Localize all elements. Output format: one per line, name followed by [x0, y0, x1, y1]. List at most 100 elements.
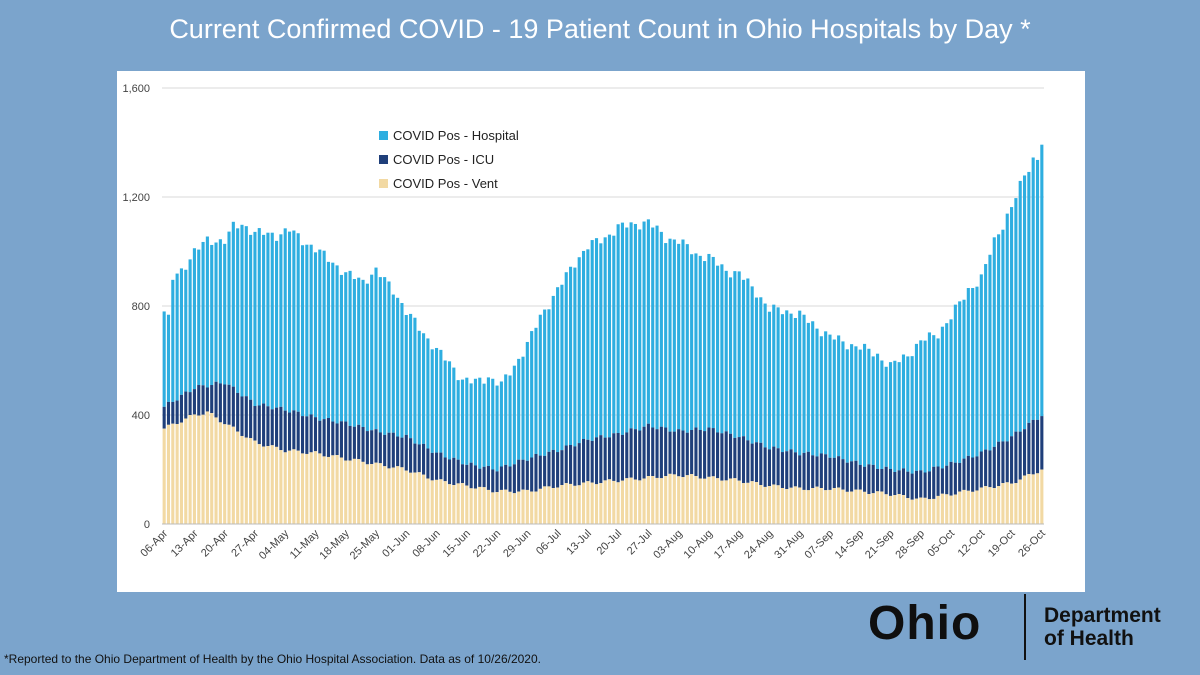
bar-segment-vent [850, 491, 854, 524]
bar-segment-vent [685, 475, 689, 524]
bar-segment-vent [698, 478, 702, 524]
bar-segment-hospital [599, 243, 603, 436]
bar-segment-hospital [672, 239, 676, 432]
bar-segment-vent [357, 459, 361, 524]
bar-segment-vent [495, 492, 499, 524]
bar-segment-vent [257, 444, 261, 524]
bar-segment-icu [958, 462, 962, 492]
bar-segment-vent [806, 490, 810, 524]
bar-segment-vent [728, 478, 733, 524]
bar-segment-icu [763, 447, 767, 487]
bar-segment-icu [530, 457, 534, 492]
legend-swatch-vent [379, 179, 388, 188]
bar-segment-vent [266, 446, 270, 524]
bar-segment-icu [910, 473, 914, 500]
bar-segment-vent [214, 417, 218, 524]
x-tick-label: 28-Sep [893, 528, 927, 562]
bar-segment-vent [417, 472, 421, 524]
bar-segment-icu [607, 437, 612, 480]
bar-segment-hospital [945, 323, 949, 466]
x-axis-ticks: 06-Apr13-Apr20-Apr27-Apr04-May11-May18-M… [138, 527, 1048, 562]
bar-segment-vent [694, 476, 698, 524]
y-tick-label: 0 [144, 519, 150, 531]
bar-segment-icu [1010, 436, 1014, 484]
bar-segment-vent [651, 476, 655, 524]
x-tick-label: 05-Oct [925, 528, 957, 560]
y-tick-label: 800 [132, 301, 150, 313]
bar-segment-vent [517, 491, 521, 524]
bar-segment-vent [534, 491, 538, 524]
bar-segment-vent [573, 485, 577, 524]
bar-segment-icu [348, 425, 352, 461]
bar-segment-icu [434, 452, 439, 480]
bar-segment-hospital [482, 383, 486, 467]
bar-segment-hospital [257, 228, 261, 406]
bar-segment-hospital [460, 379, 465, 465]
bar-segment-hospital [780, 314, 784, 453]
bar-segment-hospital [465, 377, 469, 465]
bar-segment-icu [871, 464, 875, 494]
bar-segment-vent [465, 485, 469, 524]
bar-segment-hospital [690, 254, 694, 430]
bar-segment-icu [759, 442, 763, 486]
bar-segment-icu [266, 406, 270, 447]
bar-segment-vent [335, 455, 339, 524]
bar-segment-icu [257, 405, 261, 445]
bar-segment-icu [422, 443, 426, 475]
bar-segment-icu [482, 466, 486, 488]
bar-segment-hospital [633, 223, 637, 430]
bar-segment-vent [391, 467, 395, 524]
bar-segment-icu [551, 449, 555, 489]
bar-segment-hospital [703, 261, 707, 432]
bar-segment-vent [966, 490, 970, 524]
bar-segment-hospital [685, 244, 689, 433]
bar-segment-icu [824, 454, 828, 491]
bar-segment-icu [270, 409, 274, 446]
bar-segment-vent [378, 463, 382, 524]
bar-segment-icu [819, 453, 823, 489]
bar-segment-vent [499, 489, 503, 524]
gridlines [162, 87, 1044, 416]
bar-segment-hospital [875, 353, 880, 469]
bar-segment-hospital [166, 314, 171, 402]
bar-segment-hospital [668, 238, 672, 432]
bar-segment-hospital [512, 365, 516, 465]
bar-segment-hospital [348, 270, 352, 426]
bar-segment-vent [374, 462, 378, 524]
bar-segment-vent [733, 478, 737, 524]
bar-segment-icu [815, 456, 819, 487]
bar-segment-icu [383, 434, 387, 467]
bar-segment-vent [422, 474, 426, 524]
bar-segment-hospital [997, 234, 1001, 442]
bar-segment-icu [547, 451, 551, 487]
bar-segment-vent [642, 478, 646, 524]
bar-segment-icu [785, 451, 789, 490]
bar-segment-vent [339, 457, 343, 524]
bar-segment-hospital [499, 381, 503, 467]
ohio-department-of-health-logo: Ohio Department of Health [868, 592, 1178, 664]
bar-segment-vent [798, 487, 802, 524]
bar-segment-icu [413, 443, 417, 473]
bar-segment-icu [573, 446, 577, 486]
logo-line-1: Department [1044, 604, 1161, 627]
bar-segment-icu [875, 468, 880, 492]
bar-segment-vent [893, 495, 897, 524]
bar-segment-icu [612, 433, 616, 481]
bar-segment-vent [594, 484, 599, 524]
bar-segment-hospital [331, 262, 335, 422]
bar-segment-vent [586, 481, 590, 524]
bar-segment-icu [326, 418, 331, 457]
bar-segment-icu [322, 419, 326, 457]
bar-segment-hospital [326, 261, 331, 418]
bar-segment-icu [556, 452, 560, 488]
bar-segment-hospital [741, 279, 746, 437]
bar-segment-vent [988, 487, 992, 524]
bar-segment-vent [979, 487, 983, 524]
bar-segment-icu [179, 394, 184, 423]
bar-segment-vent [633, 479, 637, 524]
bar-segment-vent [811, 488, 815, 524]
bar-segment-icu [1018, 431, 1022, 480]
bar-segment-hospital [698, 255, 702, 430]
logo-department-text: Department of Health [1044, 604, 1161, 650]
bar-segment-icu [754, 442, 759, 483]
